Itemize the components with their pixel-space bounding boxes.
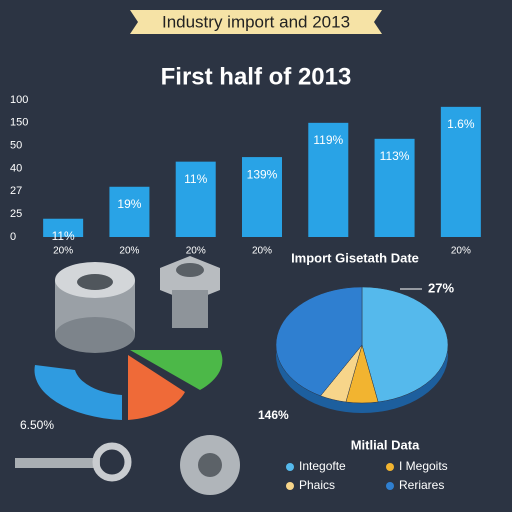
chart-title: First half of 2013 bbox=[161, 63, 352, 90]
bar bbox=[175, 161, 216, 237]
pie-annotation: 146% bbox=[258, 408, 289, 422]
bar-label: 11% bbox=[52, 229, 75, 243]
bar bbox=[43, 218, 84, 237]
eyebolt-illustration bbox=[15, 442, 132, 482]
pie-slice bbox=[361, 286, 449, 403]
legend-label: Integofte bbox=[299, 459, 346, 473]
bar-label: 119% bbox=[313, 133, 343, 147]
pie-slice bbox=[275, 286, 363, 397]
bar bbox=[109, 186, 150, 237]
fragment-label: 6.50% bbox=[20, 418, 54, 432]
legend-label: Phaics bbox=[299, 478, 335, 492]
y-tick-label: 0 bbox=[10, 231, 16, 243]
y-tick-label: 150 bbox=[10, 117, 28, 129]
banner-ribbon bbox=[130, 10, 382, 34]
bar-label: 19% bbox=[117, 197, 141, 211]
bar bbox=[440, 106, 481, 237]
y-tick-label: 40 bbox=[10, 162, 22, 174]
pie-annotation: 27% bbox=[428, 280, 454, 295]
nut-illustration bbox=[55, 262, 135, 353]
x-tick-label: 20% bbox=[451, 246, 471, 257]
legend-swatch bbox=[386, 482, 394, 490]
bar-label: 11% bbox=[184, 172, 207, 186]
bar bbox=[308, 122, 349, 237]
bar bbox=[242, 157, 282, 237]
bar bbox=[374, 138, 415, 237]
legend-swatch bbox=[386, 463, 394, 471]
y-tick-label: 25 bbox=[10, 208, 22, 220]
bar-label: 139% bbox=[247, 167, 278, 181]
x-tick-label: 20% bbox=[53, 246, 73, 257]
legend-label: I Megoits bbox=[399, 459, 448, 473]
legend-label: Reriares bbox=[399, 478, 444, 492]
bar-label: 113% bbox=[380, 149, 410, 163]
bar-label: 1.6% bbox=[447, 117, 475, 131]
legend-swatch bbox=[286, 482, 294, 490]
banner-text: Industry import and 2013 bbox=[162, 12, 350, 31]
y-tick-label: 50 bbox=[10, 140, 22, 152]
legend-swatch bbox=[286, 463, 294, 471]
x-tick-label: 20% bbox=[186, 246, 206, 257]
y-tick-label: 100 bbox=[10, 94, 28, 106]
legend-title: Mitlial Data bbox=[351, 437, 420, 452]
pie-fragment bbox=[34, 350, 223, 420]
x-tick-label: 20% bbox=[252, 246, 272, 257]
gear-illustration bbox=[180, 435, 240, 495]
x-tick-label: 20% bbox=[119, 246, 139, 257]
bolt-illustration bbox=[160, 256, 220, 328]
y-tick-label: 27 bbox=[10, 185, 22, 197]
pie-title: Import Gisetath Date bbox=[291, 250, 419, 265]
